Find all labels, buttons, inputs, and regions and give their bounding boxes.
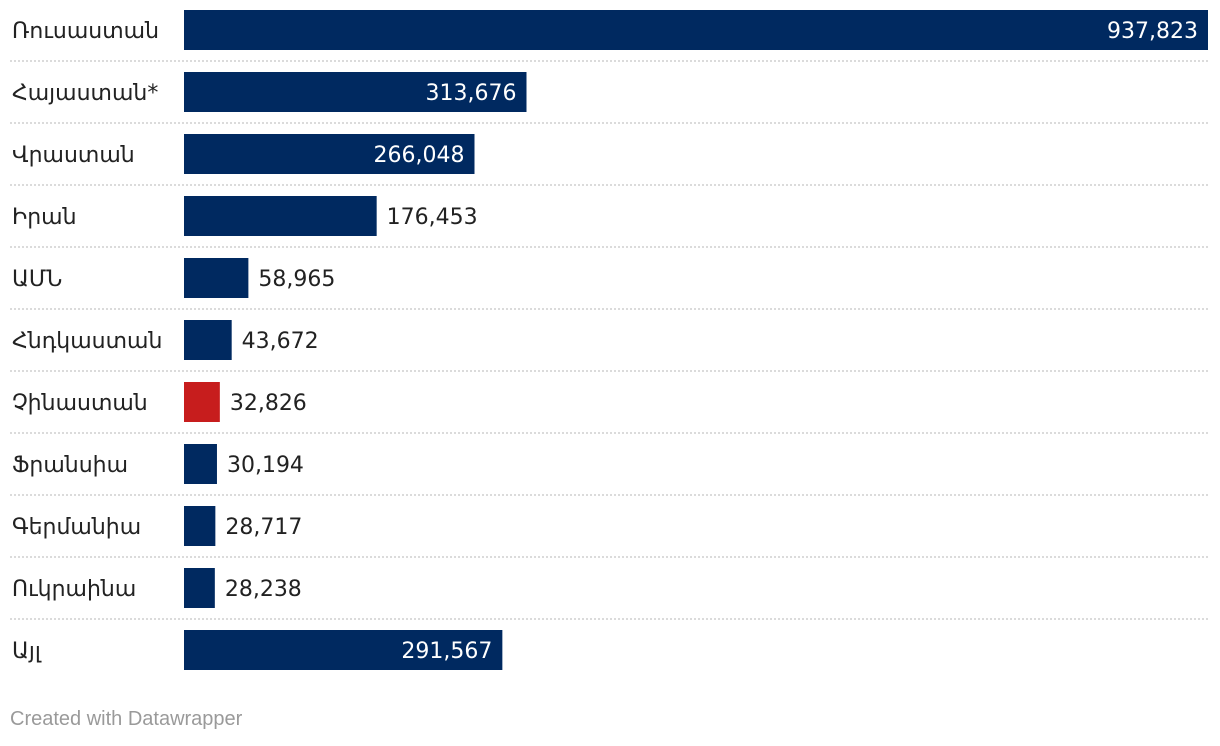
value-label: 266,048 (374, 143, 465, 168)
category-label: Իրան (12, 205, 77, 230)
bar (184, 10, 1208, 50)
value-label: 30,194 (227, 453, 304, 478)
bar (184, 196, 377, 236)
bar (184, 506, 216, 546)
bar (184, 72, 527, 112)
value-label: 32,826 (230, 391, 307, 416)
bar (184, 382, 220, 422)
category-label: Գերմանիա (12, 515, 141, 540)
category-label: Ֆրանսիա (12, 453, 128, 478)
bar-chart: Ռուսաստան 937,823 Հայաստան* 313,676 Վրաստան 2… (10, 10, 1208, 670)
value-label: 176,453 (387, 205, 478, 230)
value-label: 58,965 (258, 267, 335, 292)
category-label: Հնդկաստան (12, 329, 162, 354)
category-label: Այլ (12, 639, 42, 664)
value-label: 313,676 (426, 81, 517, 106)
bar (184, 258, 249, 298)
datawrapper-credit: Created with Datawrapper (10, 708, 243, 730)
bar (184, 568, 215, 608)
category-label: Ռուսաստան (12, 19, 159, 44)
category-label: Ուկրաինա (12, 577, 136, 602)
value-label: 43,672 (242, 329, 319, 354)
bar (184, 320, 232, 360)
category-label: Վրաստան (12, 143, 135, 168)
bar (184, 630, 503, 670)
value-label: 937,823 (1107, 19, 1198, 44)
value-label: 28,238 (225, 577, 302, 602)
value-label: 291,567 (401, 639, 492, 664)
category-label: ԱՄՆ (12, 267, 62, 292)
value-label: 28,717 (225, 515, 302, 540)
category-label: Հայաստան* (12, 81, 158, 106)
bar (184, 134, 475, 174)
bar (184, 444, 217, 484)
category-label: Չինաստան (12, 391, 148, 416)
